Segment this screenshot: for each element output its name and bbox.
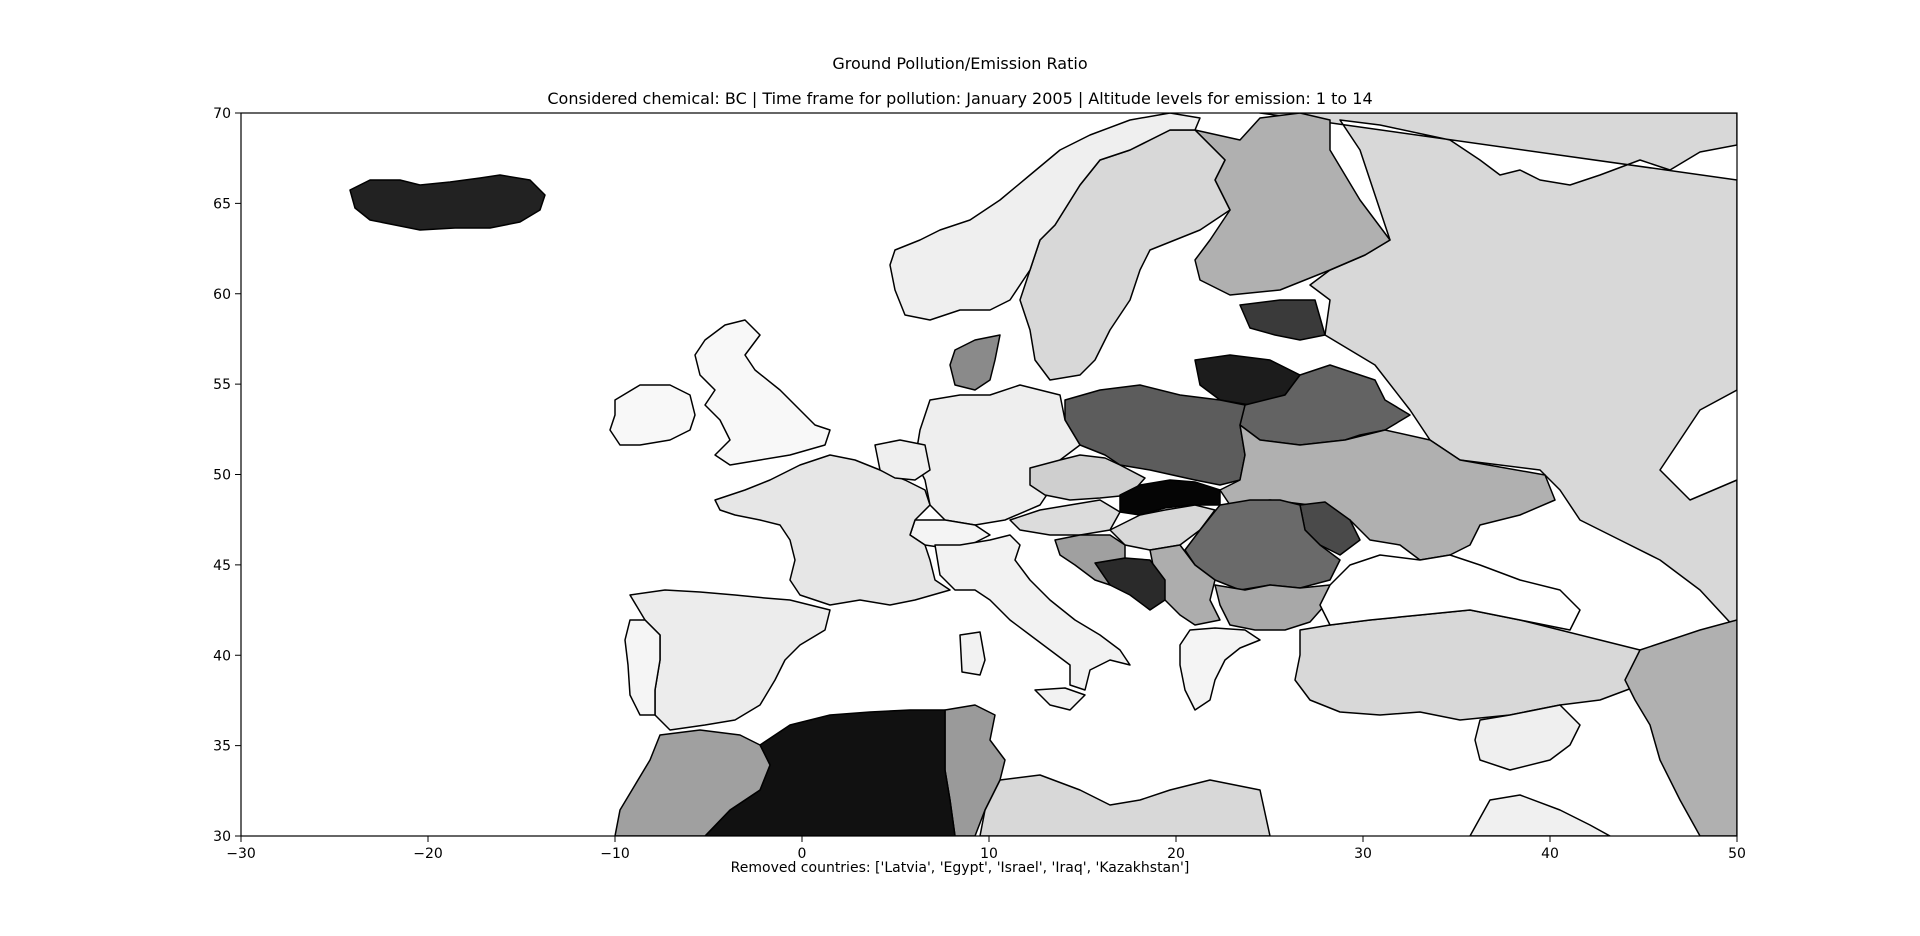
y-tick-label: 70: [213, 106, 231, 122]
region-italy: [934, 534, 1131, 691]
region-germany: [914, 384, 1081, 526]
region-france: [714, 454, 951, 606]
region-uk: [694, 319, 831, 466]
x-tick-label: 20: [1167, 846, 1185, 862]
y-tick-label: 40: [213, 648, 231, 664]
y-tick-label: 65: [213, 196, 231, 212]
region-croatia: [1054, 534, 1126, 586]
region-iceland: [349, 174, 546, 231]
map-title: Ground Pollution/Emission Ratio: [832, 54, 1088, 73]
y-tick-label: 35: [213, 739, 231, 755]
y-tick-label: 55: [213, 377, 231, 393]
region-libya: [979, 774, 1271, 836]
x-tick-label: 10: [980, 846, 998, 862]
region-bulgaria: [1214, 584, 1331, 631]
region-austria: [1009, 499, 1121, 536]
map-regions: [349, 113, 1737, 836]
black-sea: [1319, 554, 1581, 631]
x-tick-label: 0: [798, 846, 807, 862]
region-saudi: [1469, 794, 1611, 836]
x-tick-label: −30: [226, 846, 256, 862]
region-sicily: [1034, 687, 1086, 711]
x-tick-label: 30: [1354, 846, 1372, 862]
region-iran: [1624, 619, 1737, 836]
region-ireland: [609, 384, 696, 446]
region-morocco: [614, 729, 771, 836]
region-syria: [1474, 704, 1581, 771]
region-norway: [889, 113, 1201, 321]
region-russia: [1259, 113, 1737, 631]
region-estonia: [1239, 299, 1326, 341]
region-turkey: [1294, 609, 1661, 721]
region-bosnia: [1094, 557, 1166, 611]
region-benelux: [874, 439, 931, 481]
region-greece: [1179, 627, 1261, 711]
y-axis: 30 35 40 45 50 55 60 65 70: [213, 106, 241, 845]
x-tick-label: −10: [600, 846, 630, 862]
x-axis: −30 −20 −10 0 10 20 30 40 50: [226, 836, 1746, 862]
y-tick-label: 30: [213, 829, 231, 845]
x-tick-label: −20: [413, 846, 443, 862]
x-tick-label: 40: [1541, 846, 1559, 862]
removed-countries-note: Removed countries: ['Latvia', 'Egypt', '…: [730, 860, 1190, 876]
y-tick-label: 60: [213, 287, 231, 303]
y-tick-label: 50: [213, 468, 231, 484]
y-tick-label: 45: [213, 558, 231, 574]
x-tick-label: 50: [1728, 846, 1746, 862]
region-sardinia: [959, 631, 986, 676]
map-subtitle: Considered chemical: BC | Time frame for…: [547, 89, 1373, 108]
region-portugal: [624, 619, 661, 716]
region-denmark: [949, 334, 1001, 391]
